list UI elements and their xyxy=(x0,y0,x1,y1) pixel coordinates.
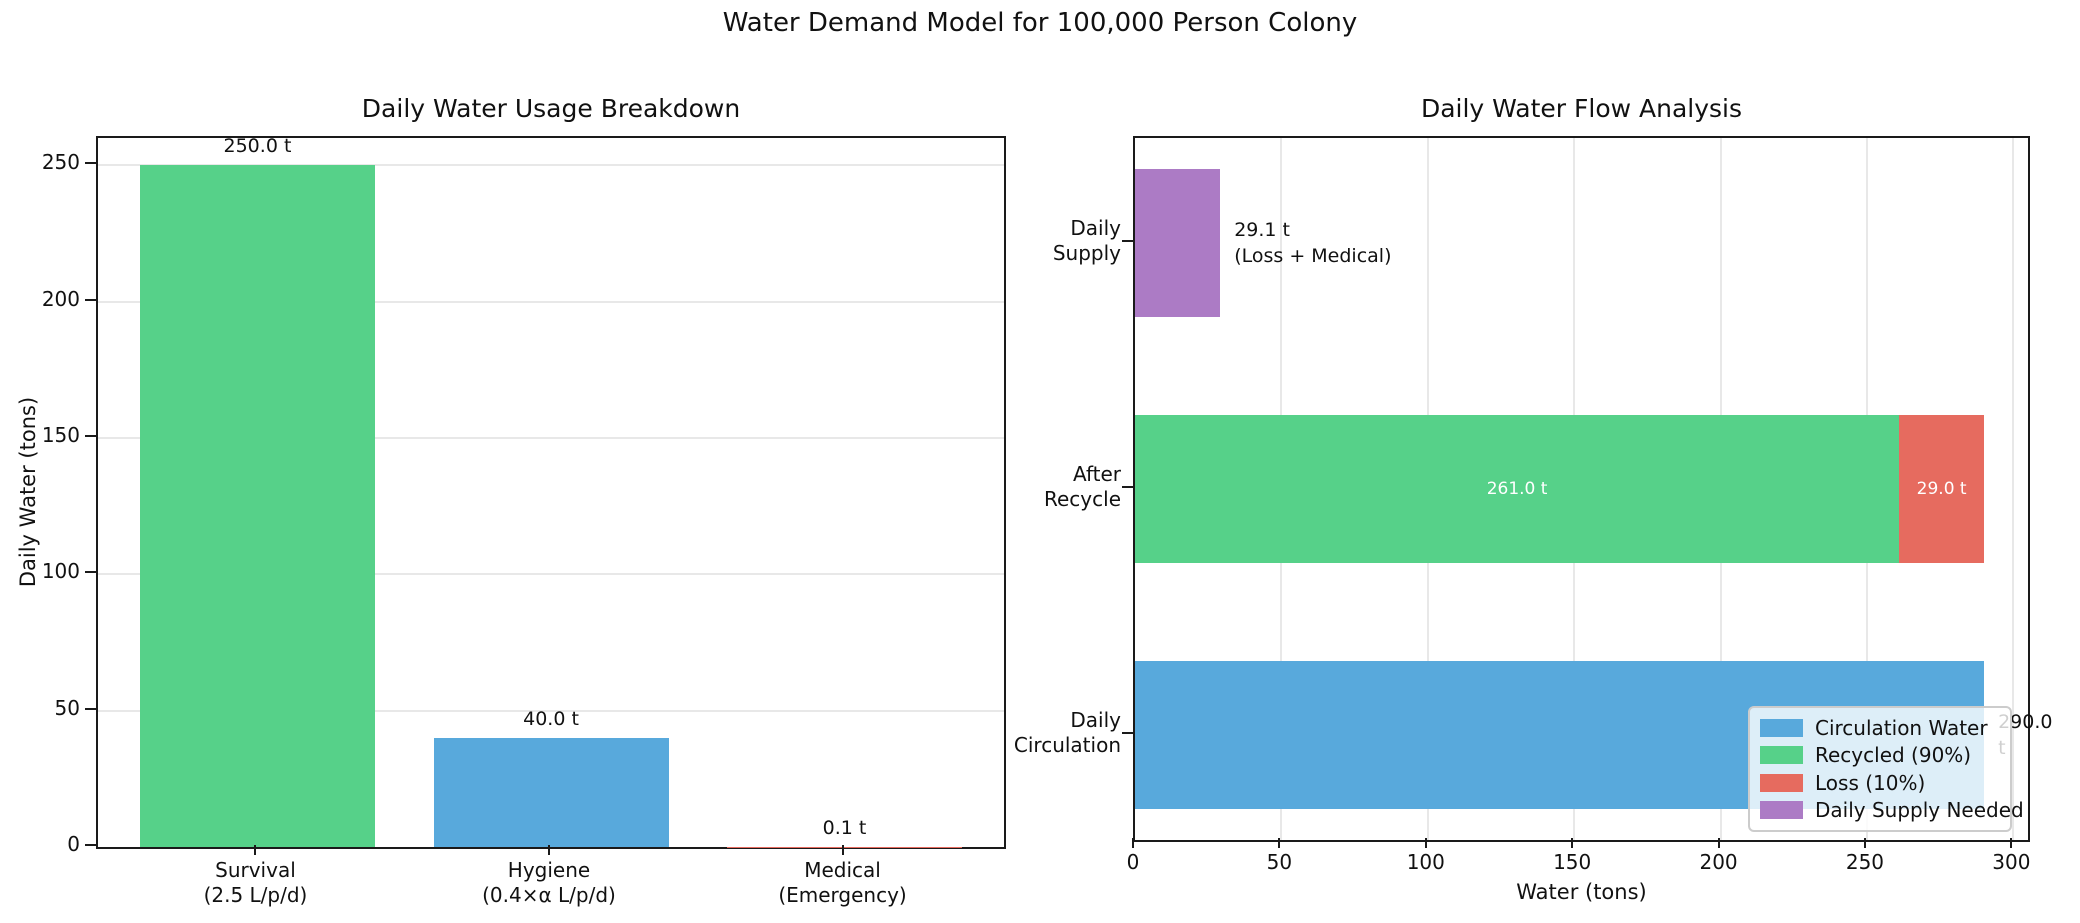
y-tick-mark xyxy=(85,844,96,846)
gridline xyxy=(98,436,1004,439)
y-tick-mark xyxy=(85,434,96,437)
x-tick-mark xyxy=(2010,838,2013,848)
gridline xyxy=(2012,138,2015,840)
legend-label: Daily Supply Needed xyxy=(1815,798,2024,823)
flow-bar-1-seg-1 xyxy=(1899,415,1985,563)
x-tick-mark xyxy=(1571,838,1574,848)
x-tick-label: 250 xyxy=(1845,850,1885,874)
flow-bar-0-seg-0 xyxy=(1135,169,1221,318)
x-tick-label: 100 xyxy=(1406,850,1445,874)
gridline xyxy=(98,573,1004,576)
gridline xyxy=(98,709,1004,712)
x-tick-mark xyxy=(1863,838,1866,848)
x-tick-mark xyxy=(548,845,550,855)
legend: Circulation Water Recycled (90%) Loss (10%… xyxy=(1748,706,2024,832)
y-tick-mark xyxy=(85,571,96,574)
x-tick-mark xyxy=(1132,838,1134,848)
segment-value-label: 261.0 t xyxy=(1486,479,1548,499)
bar-value-label: 40.0 t xyxy=(523,707,579,730)
x-tick-mark xyxy=(1424,838,1427,848)
x-tick-label: 200 xyxy=(1699,850,1738,874)
usage-plot-area: 250.0 t 40.0 t 0.1 t xyxy=(96,135,1006,849)
y-tick-mark xyxy=(1122,240,1133,243)
bar-annotation: 29.1 t (Loss + Medical) xyxy=(1234,219,1392,268)
figure-title: Water Demand Model for 100,000 Person Co… xyxy=(722,8,1358,38)
flow-x-axis-label: Water (tons) xyxy=(1516,880,1647,904)
x-category-label: Survival (2.5 L/p/d) xyxy=(203,858,308,907)
legend-swatch-green xyxy=(1760,746,1803,765)
legend-label: Recycled (90%) xyxy=(1815,743,1972,768)
legend-entry-1: Recycled (90%) xyxy=(1760,743,2000,767)
y-category-label: Daily Circulation xyxy=(1013,707,1121,757)
y-tick-mark xyxy=(85,707,96,710)
x-tick-label: 0 xyxy=(1126,850,1140,874)
legend-swatch-red xyxy=(1760,773,1803,792)
bar-value-label: 0.1 t xyxy=(822,816,867,839)
bar-value-label: 250.0 t xyxy=(223,135,292,158)
y-tick-mark xyxy=(85,162,96,165)
x-tick-label: 150 xyxy=(1553,850,1592,874)
x-category-label: Medical (Emergency) xyxy=(778,858,907,907)
y-tick-mark xyxy=(1122,731,1133,734)
y-tick-label: 0 xyxy=(67,832,80,856)
legend-entry-3: Daily Supply Needed xyxy=(1760,798,2024,822)
gridline xyxy=(98,164,1004,167)
legend-label: Loss (10%) xyxy=(1815,770,1926,795)
gridline xyxy=(98,300,1004,303)
y-tick-mark xyxy=(85,298,96,301)
y-tick-mark xyxy=(1122,486,1133,488)
x-tick-mark xyxy=(254,845,257,855)
x-tick-mark xyxy=(841,845,844,855)
legend-label: Circulation Water xyxy=(1815,715,1988,740)
flow-bar-1-seg-0 xyxy=(1135,415,1900,563)
usage-bar-1 xyxy=(433,737,669,847)
y-tick-label: 250 xyxy=(41,150,80,175)
y-tick-label: 150 xyxy=(41,422,80,447)
x-tick-mark xyxy=(1717,838,1720,848)
y-tick-label: 50 xyxy=(54,695,80,720)
y-category-label: After Recycle xyxy=(1044,462,1121,511)
x-tick-label: 300 xyxy=(1992,850,2031,874)
segment-value-label: 29.0 t xyxy=(1916,479,1967,499)
usage-chart-title: Daily Water Usage Breakdown xyxy=(361,94,741,123)
legend-entry-0: Circulation Water xyxy=(1760,716,2000,740)
legend-swatch-purple xyxy=(1760,801,1803,820)
legend-entry-2: Loss (10%) xyxy=(1760,771,2000,795)
x-tick-label: 50 xyxy=(1266,850,1293,874)
x-tick-mark xyxy=(1278,838,1281,848)
y-category-label: Daily Supply xyxy=(1052,216,1121,266)
legend-swatch-blue xyxy=(1760,718,1803,737)
y-tick-label: 100 xyxy=(41,559,80,584)
x-category-label: Hygiene (0.4×α L/p/d) xyxy=(482,858,616,907)
flow-chart-title: Daily Water Flow Analysis xyxy=(1420,94,1743,123)
y-tick-label: 200 xyxy=(41,286,80,311)
usage-bar-0 xyxy=(139,165,375,847)
